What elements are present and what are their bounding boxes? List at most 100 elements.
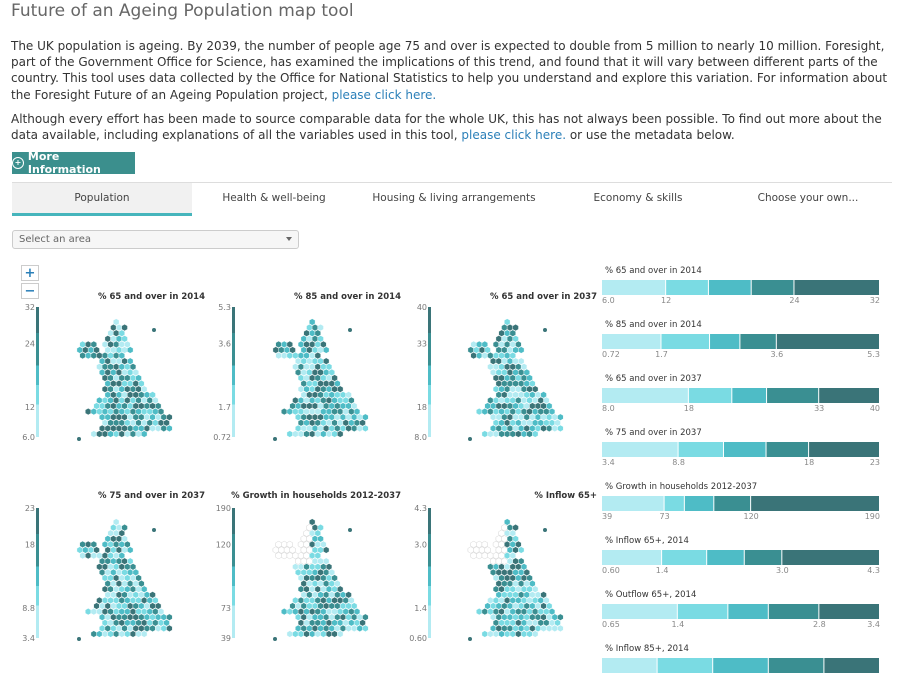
map-hex[interactable] xyxy=(110,368,117,376)
map-hex[interactable] xyxy=(484,602,491,610)
map-hex[interactable] xyxy=(143,424,151,432)
map-hex[interactable] xyxy=(314,552,321,560)
map-hex[interactable] xyxy=(157,408,165,416)
map-hex[interactable] xyxy=(303,552,310,560)
map-hex[interactable] xyxy=(129,630,137,638)
map-hex[interactable] xyxy=(345,624,352,632)
map-hex[interactable] xyxy=(498,563,505,571)
map-hex[interactable] xyxy=(99,568,106,576)
map-hex[interactable] xyxy=(309,619,316,627)
map-hex[interactable] xyxy=(334,413,341,421)
map-hex[interactable] xyxy=(107,596,114,604)
map-hex[interactable] xyxy=(110,580,117,588)
map-hex[interactable] xyxy=(292,608,299,616)
map-hex[interactable] xyxy=(314,596,321,604)
map-hex[interactable] xyxy=(300,568,307,576)
map-hex[interactable] xyxy=(557,613,564,621)
map-hex[interactable] xyxy=(96,352,103,360)
map-hex[interactable] xyxy=(135,630,142,638)
map-hex[interactable] xyxy=(331,619,338,627)
map-hex[interactable] xyxy=(509,385,516,393)
map-hex[interactable] xyxy=(303,374,310,382)
legend-bin[interactable] xyxy=(714,496,751,511)
map-hex[interactable] xyxy=(115,424,123,432)
map-hex[interactable] xyxy=(478,546,486,554)
map-hex[interactable] xyxy=(320,585,327,593)
map-hex[interactable] xyxy=(79,552,86,560)
map-hex[interactable] xyxy=(512,380,519,388)
map-hex[interactable] xyxy=(518,380,525,388)
legend-bin[interactable] xyxy=(664,496,684,511)
map-hex[interactable] xyxy=(481,352,488,360)
map-hex[interactable] xyxy=(523,580,530,588)
map-hex[interactable] xyxy=(87,346,95,354)
map-hex[interactable] xyxy=(328,568,335,576)
map-hex[interactable] xyxy=(311,602,319,610)
map-hex[interactable] xyxy=(331,585,338,593)
map-hex[interactable] xyxy=(300,535,307,543)
map-hex[interactable] xyxy=(104,402,111,410)
map-hex[interactable] xyxy=(323,380,330,388)
map-hex[interactable] xyxy=(124,619,131,627)
map-hex[interactable] xyxy=(520,385,528,393)
map-hex[interactable] xyxy=(337,385,344,393)
map-hex[interactable] xyxy=(520,585,528,593)
map-hex[interactable] xyxy=(548,408,556,416)
map-hex[interactable] xyxy=(118,619,125,627)
map-hex[interactable] xyxy=(509,540,516,548)
map-hex[interactable] xyxy=(99,368,106,376)
map-hex[interactable] xyxy=(320,596,327,604)
map-hex[interactable] xyxy=(297,352,305,360)
map-hex[interactable] xyxy=(501,357,508,365)
map-hex[interactable] xyxy=(306,535,313,543)
map-hex[interactable] xyxy=(104,357,111,365)
legend-bin[interactable] xyxy=(809,442,879,457)
map-hex[interactable] xyxy=(149,413,156,421)
map-hex[interactable] xyxy=(470,340,477,348)
map-hex[interactable] xyxy=(129,408,137,416)
map-hex[interactable] xyxy=(317,591,324,599)
map-hex[interactable] xyxy=(314,619,321,627)
map-hex[interactable] xyxy=(532,585,539,593)
map-hex[interactable] xyxy=(127,546,134,554)
map-hex[interactable] xyxy=(337,608,344,616)
map-hex[interactable] xyxy=(297,408,305,416)
map-hex[interactable] xyxy=(121,380,128,388)
map-hex[interactable] xyxy=(320,374,327,382)
map-hex[interactable] xyxy=(155,602,162,610)
map-hex[interactable] xyxy=(146,419,153,427)
map-hex[interactable] xyxy=(82,346,89,354)
map-hex[interactable] xyxy=(351,413,358,421)
map-hex[interactable] xyxy=(281,340,288,348)
legend-bin[interactable] xyxy=(767,388,819,403)
map-hex[interactable] xyxy=(149,391,156,399)
map-hex[interactable] xyxy=(107,563,114,571)
legend-bin[interactable] xyxy=(766,442,809,457)
map-hex[interactable] xyxy=(362,613,369,621)
map-hex[interactable] xyxy=(470,352,477,360)
map-hex[interactable] xyxy=(107,363,114,371)
map-hex[interactable] xyxy=(495,624,502,632)
map-hex[interactable] xyxy=(537,419,544,427)
map-hex[interactable] xyxy=(303,596,310,604)
map-hex[interactable] xyxy=(345,424,352,432)
map-hex[interactable] xyxy=(121,568,128,576)
map-hex[interactable] xyxy=(526,385,533,393)
map-hex[interactable] xyxy=(306,624,313,632)
map-hex[interactable] xyxy=(149,591,156,599)
map-hex[interactable] xyxy=(121,546,128,554)
map-hex[interactable] xyxy=(518,602,525,610)
map-hex[interactable] xyxy=(543,596,550,604)
legend-bin[interactable] xyxy=(602,604,677,619)
map-hex[interactable] xyxy=(501,591,508,599)
map-hex[interactable] xyxy=(110,357,117,365)
map-hex[interactable] xyxy=(300,546,307,554)
map-hex[interactable] xyxy=(495,413,502,421)
map-hex[interactable] xyxy=(113,596,120,604)
map-hex[interactable] xyxy=(506,624,514,632)
data-info-link[interactable]: please click here. xyxy=(461,128,567,143)
map-hex[interactable] xyxy=(331,430,338,438)
map-hex[interactable] xyxy=(152,419,159,427)
map-hex[interactable] xyxy=(540,624,547,632)
map-hex[interactable] xyxy=(314,540,321,548)
